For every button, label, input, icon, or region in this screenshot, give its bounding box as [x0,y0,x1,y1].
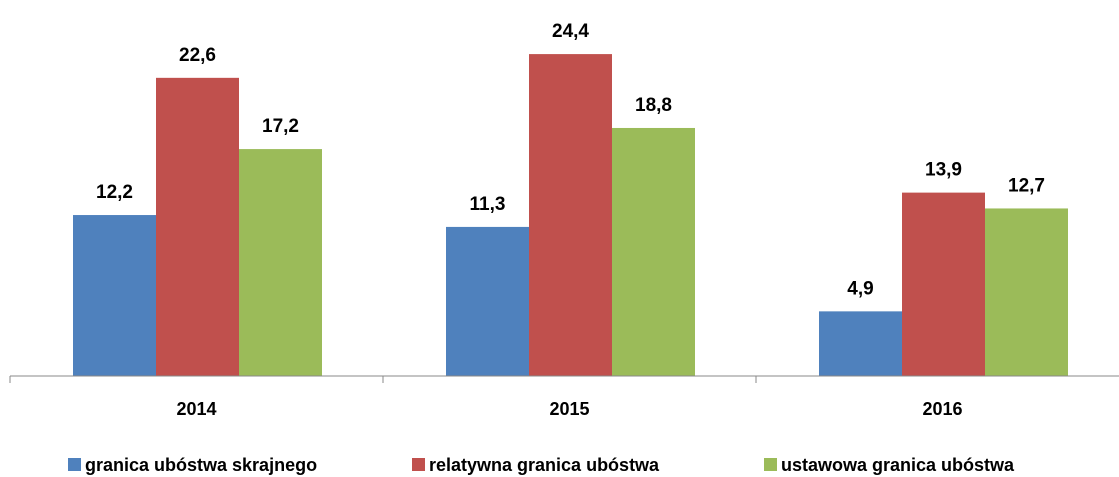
legend-label: relatywna granica ubóstwa [429,455,660,475]
legend-swatch [764,458,777,471]
data-label: 12,7 [1008,175,1045,196]
bar [73,215,156,376]
bar [985,208,1068,376]
data-label: 18,8 [635,95,672,116]
bar [446,226,529,376]
bar [819,311,902,376]
bar [529,54,612,377]
bar [612,127,695,377]
data-label: 4,9 [847,278,873,299]
bar [239,149,322,376]
data-label: 17,2 [262,116,299,137]
legend-label: ustawowa granica ubóstwa [781,455,1015,475]
data-label: 13,9 [925,160,962,181]
x-tick-label: 2016 [922,399,962,419]
x-tick-label: 2014 [176,399,216,419]
legend-swatch [412,458,425,471]
legend-label: granica ubóstwa skrajnego [85,455,317,475]
bar [902,192,985,376]
data-label: 11,3 [470,194,506,215]
x-tick-label: 2015 [549,399,589,419]
bar [156,77,239,377]
legend-swatch [68,458,81,471]
data-label: 24,4 [552,21,589,42]
data-label: 12,2 [96,182,133,203]
data-label: 22,6 [179,45,216,66]
